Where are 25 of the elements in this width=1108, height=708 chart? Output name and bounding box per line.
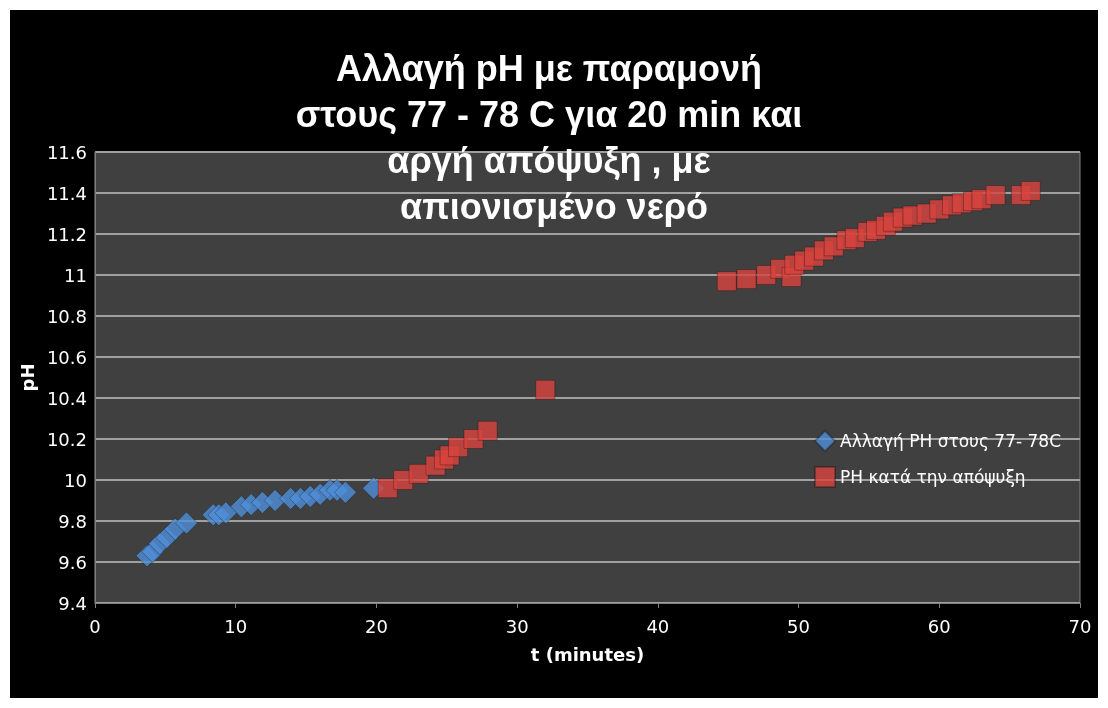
legend-label: Αλλαγή PH στους 77- 78C bbox=[840, 431, 1061, 451]
x-tick-label: 30 bbox=[505, 615, 529, 637]
legend-label: PH κατά την απόψυξη bbox=[840, 467, 1026, 487]
y-tick-label: 10.8 bbox=[46, 305, 87, 327]
x-tick-label: 70 bbox=[1068, 615, 1092, 637]
y-tick-label: 9.4 bbox=[58, 592, 87, 614]
y-tick-label: 11.6 bbox=[46, 141, 87, 163]
x-tick-label: 0 bbox=[89, 615, 101, 637]
y-tick-label: 10.2 bbox=[46, 428, 87, 450]
y-tick-label: 11 bbox=[64, 264, 87, 286]
chart-title: Αλλαγή pH με παραμονή στους 77 - 78 C για 20 min και αργή απόψυξη , με απιονισμένο νερό bbox=[295, 47, 813, 227]
y-axis-title: pH bbox=[16, 363, 38, 392]
y-tick-label: 10.6 bbox=[46, 346, 87, 368]
x-tick-label: 40 bbox=[646, 615, 670, 637]
x-axis-title: t (minutes) bbox=[530, 643, 645, 665]
x-tick-label: 60 bbox=[927, 615, 951, 637]
x-tick-label: 10 bbox=[224, 615, 248, 637]
y-tick-label: 11.4 bbox=[46, 182, 87, 204]
y-tick-label: 10 bbox=[64, 469, 87, 491]
y-tick-label: 11.2 bbox=[46, 223, 87, 245]
y-tick-label: 9.8 bbox=[58, 510, 87, 532]
x-tick-label: 20 bbox=[364, 615, 388, 637]
y-tick-label: 10.4 bbox=[46, 387, 87, 409]
y-tick-label: 9.6 bbox=[58, 551, 87, 573]
x-tick-label: 50 bbox=[787, 615, 811, 637]
